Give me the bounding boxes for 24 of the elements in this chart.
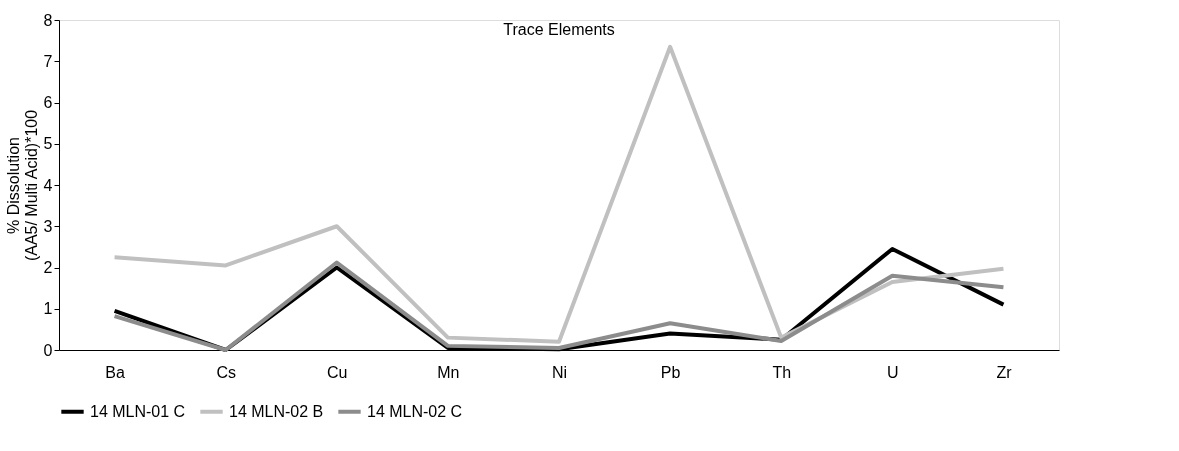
x-tick-label: Cu	[327, 363, 348, 381]
y-tick-label: 2	[43, 259, 53, 276]
x-tick-label: Cs	[216, 363, 236, 381]
y-axis-title: % Dissolution (AA5/ Multi Acid)*100	[4, 109, 40, 262]
x-tick-label: Ba	[105, 363, 125, 381]
y-tick-label: 5	[43, 135, 53, 153]
chart-title: Trace Elements	[503, 21, 615, 38]
x-tick-label: Th	[772, 363, 792, 381]
x-tick-label: U	[887, 363, 899, 381]
legend-label: 14 MLN-02 C	[367, 402, 463, 420]
y-tick-label: 1	[43, 300, 53, 318]
y-tick-label: 6	[43, 94, 53, 111]
y-tick-label: 0	[43, 341, 53, 359]
x-tick-label: Ni	[551, 363, 568, 381]
x-tick-label: Zr	[996, 363, 1013, 381]
x-tick-label: Pb	[660, 363, 681, 381]
y-tick-label: 4	[43, 176, 53, 194]
y-tick-label: 8	[43, 11, 53, 29]
y-tick-label: 3	[43, 217, 53, 235]
x-tick-label: Mn	[437, 363, 460, 381]
y-tick-label: 7	[43, 52, 53, 70]
line-series	[112, 44, 1006, 344]
legend-label: 14 MLN-01 C	[90, 402, 186, 420]
legend-label: 14 MLN-02 B	[229, 402, 324, 420]
